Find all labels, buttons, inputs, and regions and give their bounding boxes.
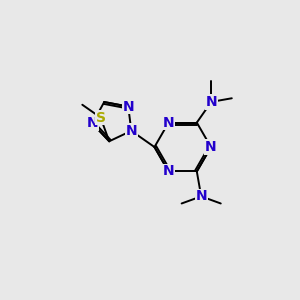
- Text: N: N: [87, 116, 98, 130]
- Text: N: N: [205, 140, 217, 154]
- Text: N: N: [206, 95, 217, 109]
- Text: N: N: [163, 164, 174, 178]
- Text: N: N: [195, 189, 207, 203]
- Text: N: N: [122, 100, 134, 114]
- Text: N: N: [163, 116, 174, 130]
- Text: S: S: [96, 110, 106, 124]
- Text: N: N: [125, 124, 137, 138]
